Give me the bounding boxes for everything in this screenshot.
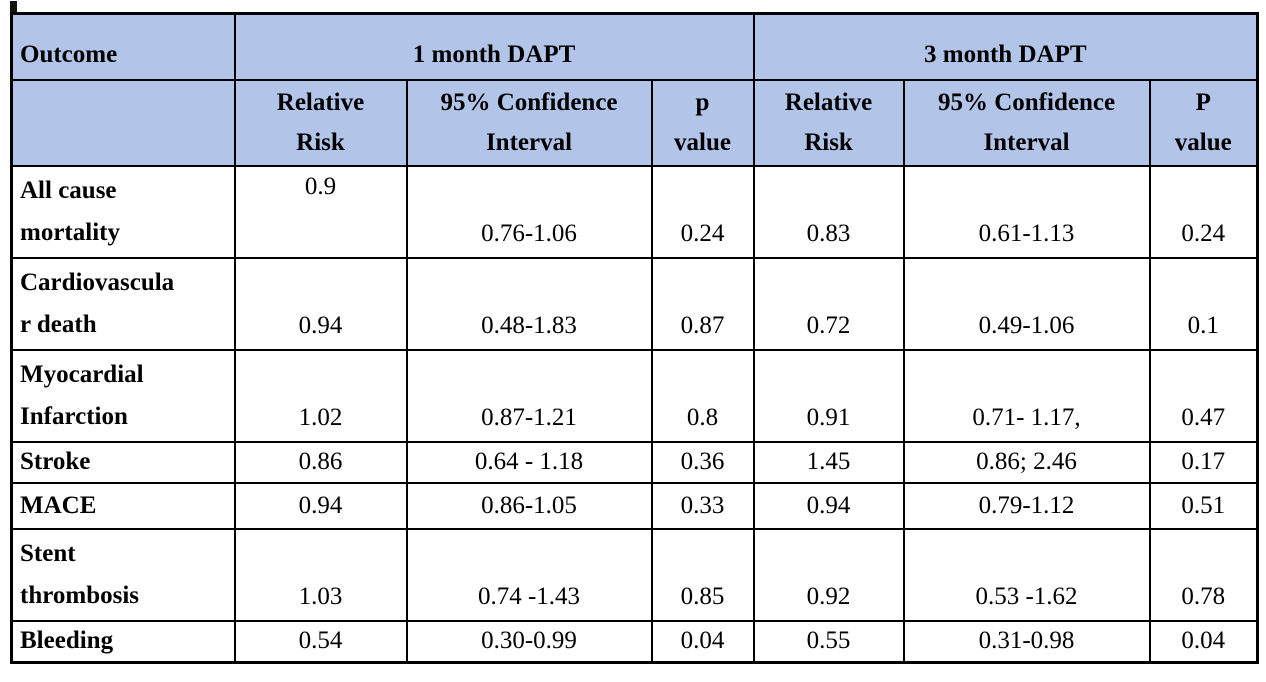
rr-1mo-cell: 0.9 [233,164,408,259]
ci-1mo-cell: 0.74 -1.43 [405,527,653,622]
outcome-column-header: Outcome [10,12,236,81]
p-3mo-cell: 0.78 [1148,527,1259,622]
p-1mo-cell: 0.04 [650,619,755,664]
ci-3mo-cell: 0.61-1.13 [902,164,1151,259]
p-1mo-cell: 0.33 [650,481,755,530]
rr-3mo-cell: 0.91 [752,348,905,443]
subheader-p-value-3mo: P value [1148,78,1259,167]
ci-1mo-cell: 0.86-1.05 [405,481,653,530]
rr-3mo-cell: 1.45 [752,440,905,484]
rr-3mo-cell: 0.94 [752,481,905,530]
p-3mo-cell: 0.51 [1148,481,1259,530]
p-1mo-cell: 0.8 [650,348,755,443]
rr-1mo-cell: 1.03 [233,527,408,622]
outcome-subheader-spacer [10,78,236,167]
p-3mo-cell: 0.1 [1148,256,1259,351]
subheader-confidence-interval-3mo: 95% Confidence Interval [902,78,1151,167]
p-1mo-cell: 0.36 [650,440,755,484]
ci-1mo-cell: 0.87-1.21 [405,348,653,443]
group-header-1-month-dapt: 1 month DAPT [233,12,755,81]
outcome-cell: Stent thrombosis [10,527,236,622]
table-row: MACE 0.94 0.86-1.05 0.33 0.94 0.79-1.12 0.51 [10,481,1259,530]
ci-1mo-cell: 0.76-1.06 [405,164,653,259]
p-1mo-cell: 0.87 [650,256,755,351]
table-row: Bleeding 0.54 0.30-0.99 0.04 0.55 0.31-0.98 0.… [10,619,1259,664]
rr-3mo-cell: 0.72 [752,256,905,351]
table-row: Cardiovascula r death 0.94 0.48-1.83 0.87 0.… [10,256,1259,351]
ci-3mo-cell: 0.86; 2.46 [902,440,1151,484]
ci-3mo-cell: 0.49-1.06 [902,256,1151,351]
rr-1mo-cell: 0.94 [233,481,408,530]
rr-3mo-cell: 0.92 [752,527,905,622]
header-group-row: Outcome 1 month DAPT 3 month DAPT [10,12,1259,81]
outcome-cell: All cause mortality [10,164,236,259]
rr-1mo-cell: 0.54 [233,619,408,664]
subheader-relative-risk-1mo: Relative Risk [233,78,408,167]
table-row: All cause mortality 0.9 0.76-1.06 0.24 0.83 0… [10,164,1259,259]
p-3mo-cell: 0.24 [1148,164,1259,259]
p-3mo-cell: 0.47 [1148,348,1259,443]
table-body: All cause mortality 0.9 0.76-1.06 0.24 0.83 0… [10,164,1259,664]
dapt-outcomes-table: Outcome 1 month DAPT 3 month DAPT Relati… [10,12,1260,664]
header-sub-row: Relative Risk 95% Confidence Interval p … [10,78,1259,167]
ci-3mo-cell: 0.71- 1.17, [902,348,1151,443]
ci-1mo-cell: 0.64 - 1.18 [405,440,653,484]
subheader-confidence-interval-1mo: 95% Confidence Interval [405,78,653,167]
table-row: Stent thrombosis 1.03 0.74 -1.43 0.85 0.92 0.… [10,527,1259,622]
p-1mo-cell: 0.85 [650,527,755,622]
ci-3mo-cell: 0.53 -1.62 [902,527,1151,622]
outcome-cell: Cardiovascula r death [10,256,236,351]
stray-cursor-mark [10,1,17,17]
rr-1mo-cell: 0.86 [233,440,408,484]
table-row: Myocardial Infarction 1.02 0.87-1.21 0.8 0.9… [10,348,1259,443]
rr-3mo-cell: 0.83 [752,164,905,259]
ci-3mo-cell: 0.79-1.12 [902,481,1151,530]
rr-3mo-cell: 0.55 [752,619,905,664]
rr-1mo-cell: 0.94 [233,256,408,351]
outcome-cell: Bleeding [10,619,236,664]
subheader-p-value-1mo: p value [650,78,755,167]
rr-1mo-cell: 1.02 [233,348,408,443]
p-3mo-cell: 0.17 [1148,440,1259,484]
outcome-cell: Stroke [10,440,236,484]
table-row: Stroke 0.86 0.64 - 1.18 0.36 1.45 0.86; 2.46 0… [10,440,1259,484]
group-header-3-month-dapt: 3 month DAPT [752,12,1259,81]
ci-3mo-cell: 0.31-0.98 [902,619,1151,664]
subheader-relative-risk-3mo: Relative Risk [752,78,905,167]
ci-1mo-cell: 0.30-0.99 [405,619,653,664]
outcome-cell: Myocardial Infarction [10,348,236,443]
ci-1mo-cell: 0.48-1.83 [405,256,653,351]
outcome-cell: MACE [10,481,236,530]
p-1mo-cell: 0.24 [650,164,755,259]
p-3mo-cell: 0.04 [1148,619,1259,664]
